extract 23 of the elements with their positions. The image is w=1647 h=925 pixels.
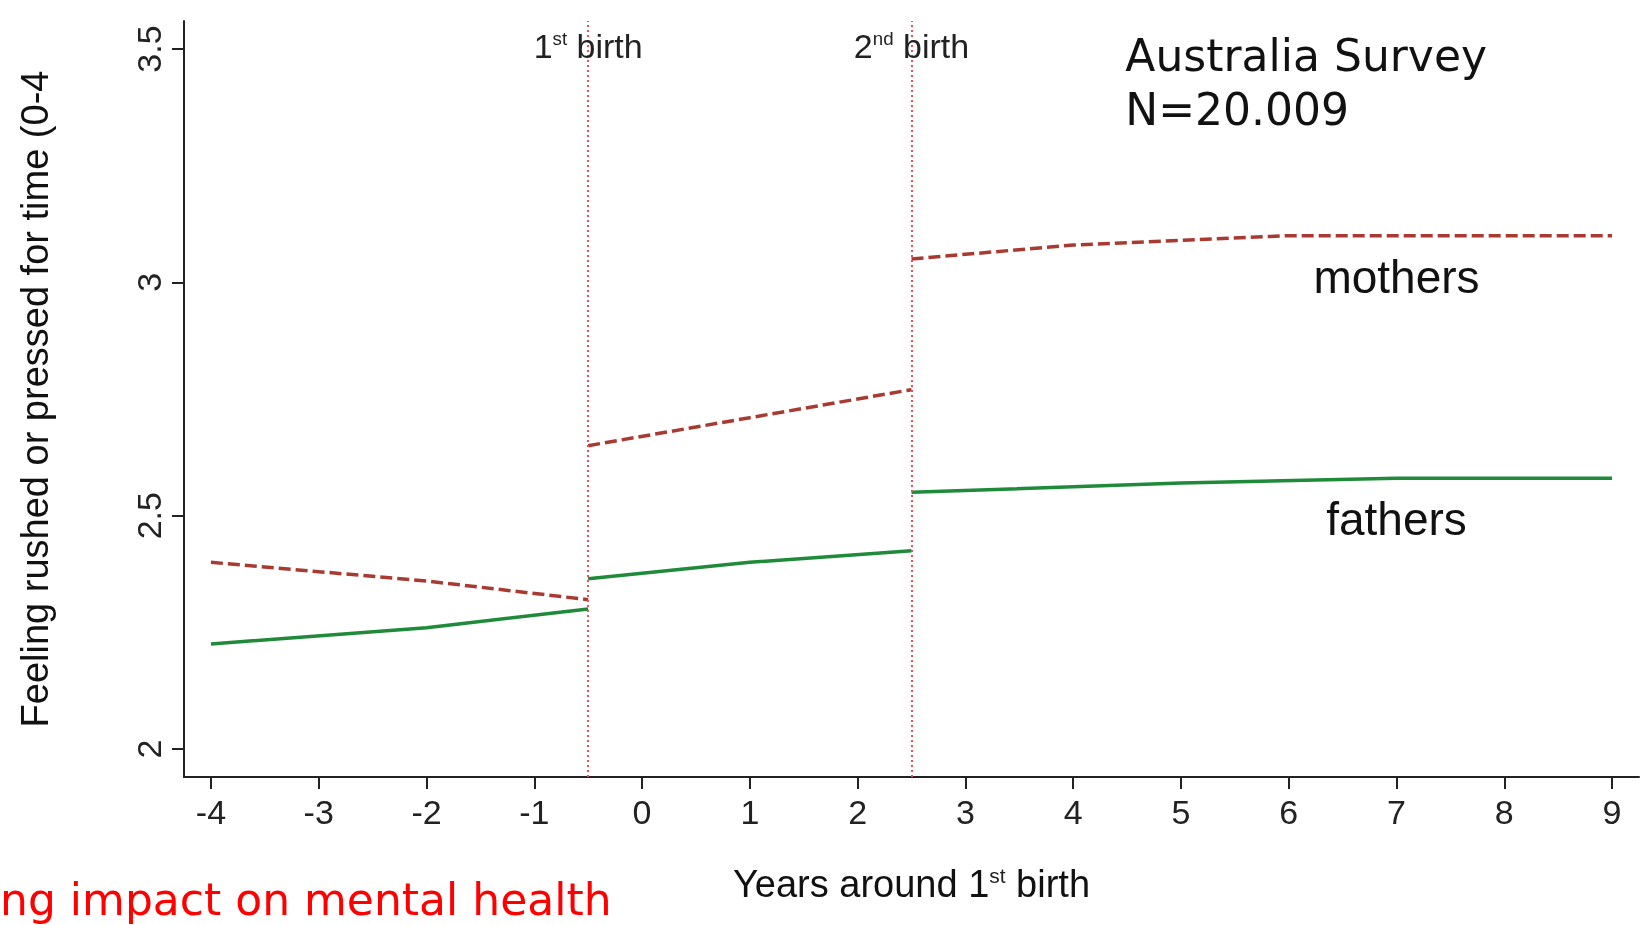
x-tick-label: -3	[303, 793, 334, 831]
annotation: Australia Survey N=20.009	[1125, 29, 1487, 135]
x-tick-label: 7	[1387, 793, 1406, 831]
series-label: fathers	[1326, 493, 1467, 546]
x-tick-label: -4	[195, 793, 227, 831]
y-tick-label: 2.5	[130, 492, 168, 540]
y-tick-label: 3	[130, 272, 168, 292]
text: ng impact on mental health	[0, 873, 612, 925]
x-tick-label: -1	[519, 793, 550, 831]
x-tick-label: 5	[1171, 793, 1191, 831]
y-tick-label: 3.5	[130, 25, 168, 73]
series-label: mothers	[1313, 250, 1480, 303]
y-tick-label: 2	[130, 739, 168, 759]
x-tick-label: -2	[411, 793, 442, 831]
y-axis-title: Feeling rushed or pressed for time (0-4	[14, 70, 56, 728]
x-tick-label: 1	[740, 793, 760, 831]
x-tick-label: 3	[955, 793, 975, 831]
x-tick-label: 0	[632, 793, 652, 831]
x-tick-label: 2	[848, 793, 868, 831]
x-tick-label: 9	[1602, 793, 1622, 831]
x-tick-label: 8	[1494, 793, 1514, 831]
x-tick-label: 6	[1279, 793, 1299, 831]
x-tick-label: 4	[1063, 793, 1083, 831]
